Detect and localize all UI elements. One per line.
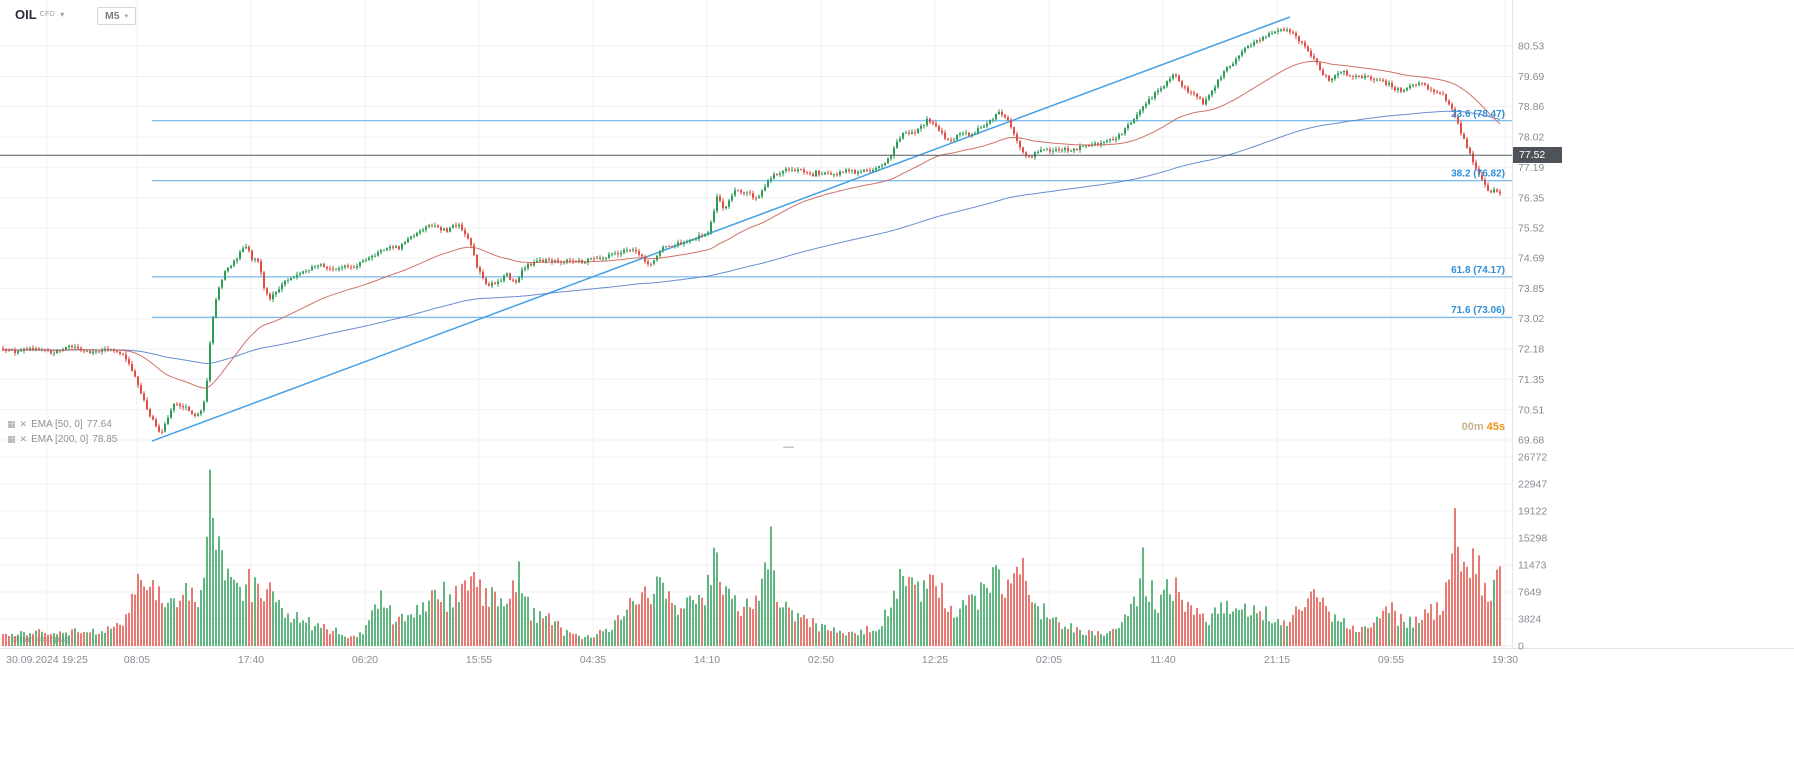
time-axis-label: 04:35: [580, 654, 606, 666]
time-axis-label: 08:05: [124, 654, 150, 666]
price-axis-label: 74.69: [1518, 253, 1544, 265]
price-axis-label: 77.19: [1518, 162, 1544, 174]
symbol-name[interactable]: OIL: [15, 7, 37, 22]
price-axis-label: 80.53: [1518, 41, 1544, 53]
fib-level-label: 61.8 (74.17): [1451, 265, 1505, 276]
countdown-seconds: 45s: [1486, 421, 1505, 433]
price-axis-label: 76.35: [1518, 192, 1544, 204]
price-axis-label: 78.86: [1518, 101, 1544, 113]
volume-axis-label: 0: [1518, 641, 1524, 653]
volume-axis-label: 11473: [1518, 560, 1547, 572]
candle-wicks-down: [2, 27, 1501, 435]
price-axis-label: 70.51: [1518, 404, 1544, 416]
volume-bars-down: [2, 508, 1501, 646]
candle-bodies-down: [2, 29, 1501, 433]
ema-50-line: [3, 60, 1501, 389]
volume-bars-up: [11, 469, 1495, 646]
time-axis-label: 21:15: [1264, 654, 1290, 666]
instrument-header[interactable]: OIL CFD ▾: [15, 8, 64, 22]
indicator-settings-icon[interactable]: ▦: [7, 419, 16, 429]
timeframe-caret-icon: ▾: [124, 13, 129, 20]
indicator-label: EMA [50, 0]: [31, 419, 83, 430]
volume-axis-label: 19122: [1518, 506, 1547, 518]
time-axis-label: 02:05: [1036, 654, 1062, 666]
price-axis-label: 71.35: [1518, 374, 1544, 386]
account-watermark: dman (richpw): [12, 634, 70, 644]
time-axis-label: 15:55: [466, 654, 492, 666]
time-axis-label: 09:55: [1378, 654, 1404, 666]
timeframe-label: M5: [105, 10, 120, 22]
indicator-legend-ema200: ▦ ✕ EMA [200, 0] 78.85: [7, 434, 117, 445]
candle-bodies-up: [11, 29, 1495, 432]
pane-resize-handle[interactable]: —: [783, 441, 794, 453]
indicator-value: 78.85: [92, 434, 118, 445]
time-axis-label: 30.09.2024 19:25: [6, 654, 88, 666]
price-axis-label: 78.02: [1518, 132, 1544, 144]
indicator-settings-icon[interactable]: ▦: [7, 434, 16, 444]
time-axis-label: 02:50: [808, 654, 834, 666]
fib-level-label: 38.2 (76.82): [1451, 169, 1505, 180]
volume-axis-label: 7649: [1518, 587, 1542, 599]
volume-axis-label: 26772: [1518, 452, 1547, 464]
price-axis-label: 75.52: [1518, 222, 1544, 234]
trend-line[interactable]: [151, 16, 1291, 442]
volume-axis-label: 22947: [1518, 479, 1547, 491]
countdown-minutes: 00m: [1461, 421, 1484, 433]
price-axis-label: 69.68: [1518, 435, 1544, 447]
indicator-legend-ema50: ▦ ✕ EMA [50, 0] 77.64: [7, 419, 112, 430]
price-axis-label: 73.02: [1518, 313, 1544, 325]
timeframe-selector[interactable]: M5 ▾: [97, 7, 137, 25]
time-axis-label: 11:40: [1150, 654, 1176, 666]
symbol-dropdown-caret-icon[interactable]: ▾: [60, 10, 65, 19]
ema-200-line: [3, 110, 1501, 364]
price-axis-label: 79.69: [1518, 71, 1544, 83]
time-axis-label: 12:25: [922, 654, 948, 666]
price-axis-label: 72.18: [1518, 344, 1544, 356]
volume-axis-label: 3824: [1518, 614, 1542, 626]
candle-wicks-up: [11, 27, 1495, 433]
time-axis-label: 14:10: [694, 654, 720, 666]
indicator-remove-icon[interactable]: ✕: [19, 419, 28, 429]
candle-countdown-timer: 00m 45s: [1385, 421, 1505, 433]
indicator-label: EMA [200, 0]: [31, 434, 89, 445]
fib-level-label: 71.6 (73.06): [1451, 305, 1505, 316]
instrument-type-label: CFD: [39, 11, 56, 18]
time-axis-label: 19:30: [1492, 654, 1518, 666]
time-axis-label: 06:20: [352, 654, 378, 666]
volume-axis-label: 15298: [1518, 533, 1547, 545]
fib-level-label: 23.6 (78.47): [1451, 109, 1505, 120]
current-price-tag: 77.52: [1513, 147, 1562, 163]
indicator-value: 77.64: [86, 419, 112, 430]
price-axis-label: 73.85: [1518, 283, 1544, 295]
indicator-remove-icon[interactable]: ✕: [19, 434, 28, 444]
time-axis-label: 17:40: [238, 654, 264, 666]
